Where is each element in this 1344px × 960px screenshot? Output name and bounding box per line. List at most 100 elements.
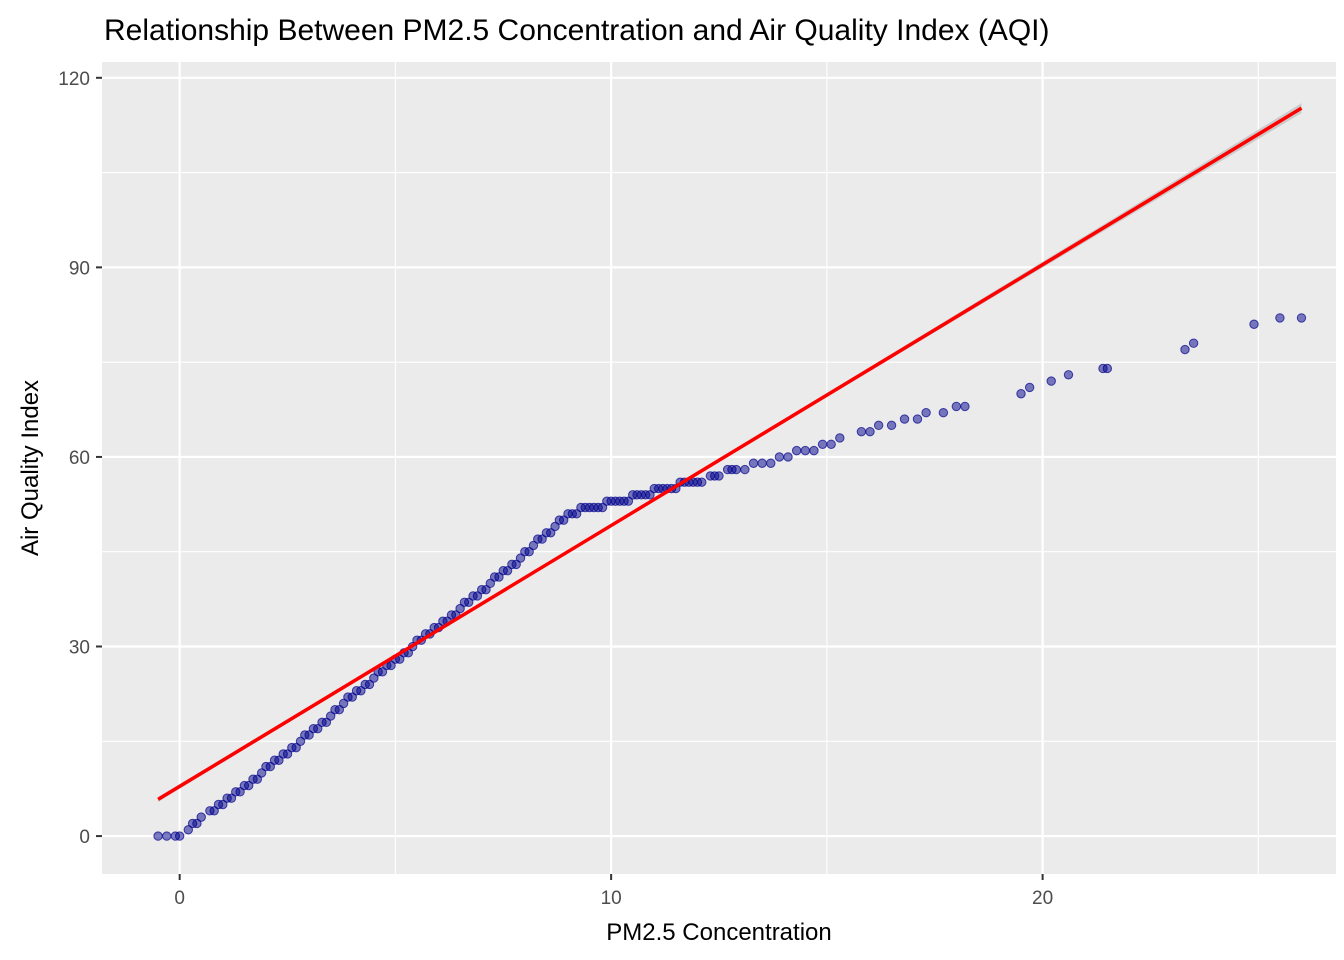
- y-axis: 0 30 60 90 120: [58, 69, 102, 848]
- data-point: [960, 401, 970, 412]
- data-point: [295, 736, 306, 746]
- data-point: [464, 597, 474, 607]
- data-point: [1249, 319, 1259, 329]
- x-tick-label: 20: [1032, 888, 1053, 909]
- data-point: [1180, 344, 1190, 355]
- data-point: [1275, 313, 1285, 323]
- data-point: [774, 452, 785, 462]
- data-point: [809, 445, 819, 456]
- data-point: [377, 667, 388, 677]
- data-point: [325, 711, 336, 721]
- data-point: [791, 445, 802, 456]
- data-point: [550, 521, 560, 532]
- data-point: [485, 578, 496, 589]
- data-point: [369, 673, 379, 683]
- data-point: [209, 806, 219, 816]
- data-point: [528, 540, 539, 551]
- data-point: [455, 603, 465, 614]
- data-point: [218, 799, 228, 810]
- y-tick-label: 90: [69, 258, 90, 279]
- data-point: [886, 420, 897, 431]
- data-point: [494, 572, 504, 582]
- data-point: [571, 509, 582, 519]
- y-tick-label: 0: [79, 827, 90, 848]
- chart-title: Relationship Between PM2.5 Concentration…: [104, 14, 1050, 47]
- x-tick-label: 10: [601, 888, 622, 909]
- data-point: [800, 445, 810, 456]
- data-point: [338, 698, 349, 709]
- y-tick-label: 120: [58, 69, 90, 90]
- data-point: [921, 408, 931, 418]
- data-point: [511, 559, 521, 570]
- data-point: [162, 831, 172, 841]
- data-point: [304, 730, 314, 740]
- data-point: [912, 414, 923, 424]
- data-point: [558, 515, 569, 525]
- data-point: [714, 471, 724, 481]
- data-point: [472, 591, 483, 601]
- data-point: [502, 565, 513, 576]
- data-point: [183, 825, 193, 835]
- data-point: [697, 477, 707, 487]
- y-tick-label: 60: [69, 448, 90, 469]
- data-point: [731, 464, 741, 475]
- data-point: [334, 705, 345, 715]
- data-point: [252, 774, 263, 784]
- data-point: [865, 426, 875, 437]
- data-point: [313, 723, 323, 734]
- y-tick-label: 30: [69, 638, 90, 659]
- data-point: [524, 547, 534, 557]
- data-point: [226, 793, 237, 803]
- data-point: [243, 780, 254, 791]
- x-tick-label: 0: [174, 888, 185, 909]
- data-point: [1016, 389, 1026, 399]
- data-point: [235, 787, 245, 797]
- data-point: [291, 742, 301, 753]
- data-point: [386, 660, 396, 671]
- data-point: [856, 426, 867, 437]
- data-point: [938, 408, 949, 418]
- data-point: [356, 686, 366, 696]
- data-point: [481, 584, 491, 595]
- data-point: [817, 439, 828, 450]
- minor-grid: [102, 62, 1336, 874]
- y-axis-title: Air Quality Index: [17, 380, 44, 556]
- data-point: [740, 464, 750, 475]
- data-point: [623, 496, 634, 506]
- data-point: [192, 818, 202, 829]
- data-point: [347, 692, 357, 702]
- data-point: [748, 458, 759, 468]
- data-point: [1102, 363, 1113, 374]
- data-point: [274, 755, 284, 765]
- data-point: [364, 679, 375, 690]
- data-point: [537, 534, 547, 544]
- major-grid: [102, 62, 1336, 874]
- data-points: [153, 313, 1307, 841]
- data-point: [951, 401, 962, 412]
- data-point: [196, 812, 206, 822]
- data-point: [174, 831, 185, 841]
- data-point: [1024, 382, 1035, 393]
- x-axis: 0 10 20: [174, 874, 1053, 909]
- data-point: [515, 553, 526, 563]
- data-point: [321, 717, 332, 728]
- data-point: [826, 439, 836, 450]
- data-point: [873, 420, 884, 431]
- fit-line: [157, 106, 1303, 801]
- data-point: [153, 831, 163, 841]
- data-point: [546, 528, 556, 538]
- data-point: [1296, 313, 1307, 323]
- data-point: [757, 458, 767, 468]
- data-point: [899, 414, 910, 424]
- data-point: [282, 749, 293, 759]
- data-point: [265, 761, 275, 772]
- data-point: [597, 502, 608, 513]
- x-axis-title: PM2.5 Concentration: [606, 919, 831, 946]
- data-point: [256, 768, 267, 778]
- data-point: [766, 458, 776, 468]
- data-point: [783, 452, 793, 462]
- data-point: [835, 433, 845, 443]
- data-point: [645, 490, 655, 500]
- data-point: [1046, 376, 1056, 386]
